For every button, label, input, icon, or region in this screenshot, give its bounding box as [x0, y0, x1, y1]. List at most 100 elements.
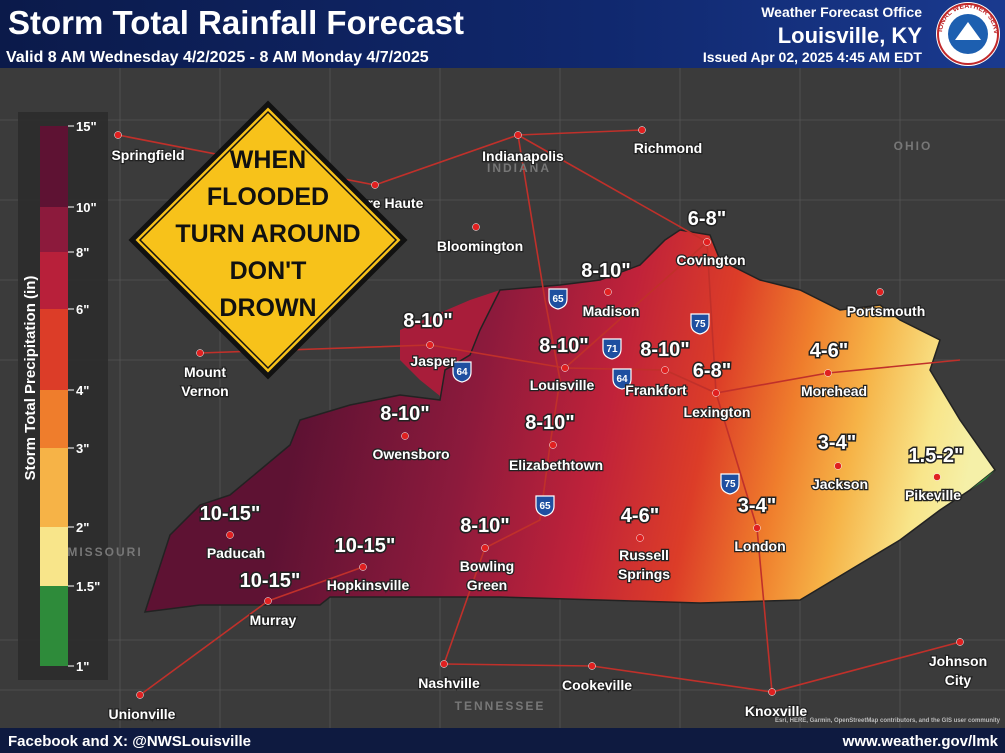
city-label: Vernon	[181, 383, 228, 399]
city-dot	[440, 660, 448, 668]
city-dot	[703, 238, 711, 246]
sign-line: DON'T	[230, 257, 307, 285]
legend-swatch	[40, 309, 68, 390]
city-dot	[196, 349, 204, 357]
city-dot	[359, 563, 367, 571]
forecast-label: 10-15"	[240, 570, 301, 592]
sign-line: FLOODED	[207, 183, 329, 211]
city-label: Johnson	[929, 653, 987, 669]
city-dot	[426, 341, 434, 349]
legend-swatch	[40, 252, 68, 309]
legend-tick-label: 8"	[76, 245, 89, 260]
legend-tick-label: 15"	[76, 119, 97, 134]
highway-number: 64	[616, 374, 628, 385]
sign-text: WHEN FLOODED TURN AROUND DON'T DROWN	[175, 146, 360, 322]
city-dot	[604, 288, 612, 296]
city-dot	[514, 131, 522, 139]
legend-tick-label: 1.5"	[76, 579, 100, 594]
highway-shield	[602, 338, 622, 360]
legend-tick-label: 2"	[76, 520, 89, 535]
legend-tick-label: 4"	[76, 383, 89, 398]
city-label: Unionville	[109, 706, 176, 722]
forecast-label: 6-8"	[693, 360, 731, 382]
highway-number: 75	[694, 319, 706, 330]
forecast-label: 1.5-2"	[908, 445, 963, 467]
city-label: Bloomington	[437, 238, 523, 254]
city-dot	[561, 364, 569, 372]
office-line1: Weather Forecast Office	[761, 4, 922, 20]
highway-number: 64	[456, 367, 468, 378]
city-label: Madison	[583, 303, 640, 319]
city-dot	[136, 691, 144, 699]
city-label: Paducah	[207, 545, 265, 561]
city-label: Green	[467, 577, 507, 593]
legend: 15" 10" 8" 6" 4" 3" 2" 1.5" 1" Storm Total Precip…	[18, 112, 108, 680]
issued-time: Issued Apr 02, 2025 4:45 AM EDT	[703, 49, 923, 65]
highway-shield	[548, 288, 568, 310]
forecast-label: 8-10"	[539, 335, 589, 357]
city-dot	[876, 288, 884, 296]
city-dot	[114, 131, 122, 139]
city-label: Hopkinsville	[327, 577, 410, 593]
legend-tick-label: 3"	[76, 441, 89, 456]
legend-title: Storm Total Precipitation (in)	[22, 276, 39, 481]
highway-number: 75	[724, 479, 736, 490]
city-dot	[264, 597, 272, 605]
forecast-label: 6-8"	[688, 208, 726, 230]
city-label: Indianapolis	[482, 148, 564, 164]
forecast-label: 8-10"	[581, 260, 631, 282]
city-dot	[933, 473, 941, 481]
footer-bar	[0, 728, 1005, 753]
sign-diamond	[128, 100, 408, 380]
state-label: INDIANA	[487, 161, 551, 175]
city-label: Pikeville	[905, 487, 961, 503]
city-label: Elizabethtown	[509, 457, 603, 473]
state-label: TENNESSEE	[455, 699, 546, 713]
forecast-label: 8-10"	[380, 403, 430, 425]
city-label: Morehead	[801, 383, 867, 399]
title: Storm Total Rainfall Forecast	[8, 4, 464, 41]
logo-edge	[937, 3, 999, 65]
logo-cloud	[955, 22, 981, 40]
sign-line: DROWN	[219, 294, 316, 322]
forecast-label: 4-6"	[621, 505, 659, 527]
forecast-label: 10-15"	[200, 503, 261, 525]
legend-swatch	[40, 390, 68, 448]
city-dot	[549, 441, 557, 449]
city-dot	[401, 432, 409, 440]
sign-border	[138, 110, 398, 370]
city-dot	[956, 638, 964, 646]
flood-sign: WHEN FLOODED TURN AROUND DON'T DROWN	[128, 100, 408, 380]
city-dot	[661, 366, 669, 374]
sign-line: WHEN	[230, 146, 306, 174]
forecast-label: 8-10"	[525, 412, 575, 434]
highway-number: 65	[539, 501, 551, 512]
forecast-label: 4-6"	[810, 340, 848, 362]
footer-url: www.weather.gov/lmk	[842, 733, 999, 750]
legend-swatch	[40, 586, 68, 666]
city-label: Jasper	[410, 353, 456, 369]
city-label: Portsmouth	[847, 303, 926, 319]
attribution: Esri, HERE, Garmin, OpenStreetMap contri…	[775, 718, 1001, 724]
header-bar	[0, 0, 1005, 68]
city-label: Murray	[250, 612, 297, 628]
legend-tick-label: 10"	[76, 200, 97, 215]
forecast-label: 3-4"	[738, 495, 776, 517]
highway-number: 65	[552, 294, 564, 305]
city-dot	[588, 662, 596, 670]
city-label: Louisville	[530, 377, 595, 393]
footer-social: Facebook and X: @NWSLouisville	[8, 733, 251, 750]
forecast-label: 10-15"	[335, 535, 396, 557]
city-dot	[834, 462, 842, 470]
city-label: Owensboro	[372, 446, 449, 462]
city-dot	[371, 181, 379, 189]
city-dot	[753, 524, 761, 532]
highway-shield	[535, 495, 555, 517]
city-dot	[712, 389, 720, 397]
highway-shield	[452, 361, 472, 383]
city-label: Covington	[676, 252, 745, 268]
city-label: Nashville	[418, 675, 480, 691]
city-label: Springs	[618, 566, 670, 582]
city-dot	[638, 126, 646, 134]
